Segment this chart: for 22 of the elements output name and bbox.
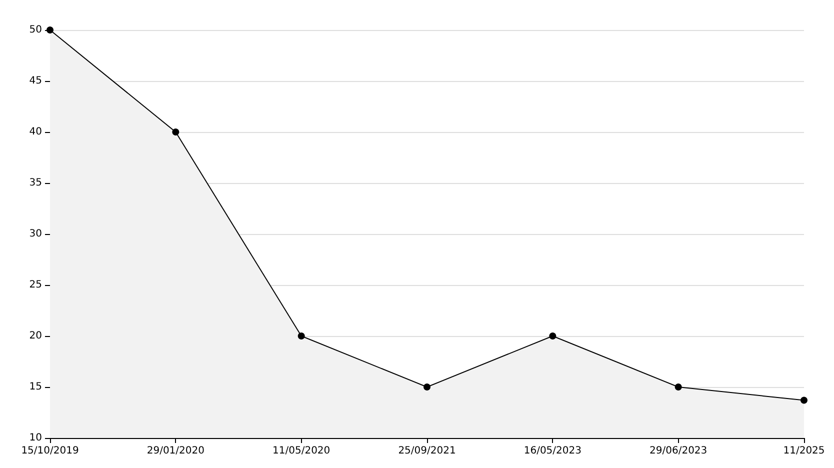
point: [800, 396, 808, 404]
y-tick-label: 30: [29, 228, 42, 240]
x-tick-label: 29/06/2023: [650, 446, 708, 456]
x-tick-label: 25/09/2021: [398, 446, 456, 456]
y-tick-label: 35: [29, 178, 42, 188]
point: [549, 332, 556, 340]
y-tick-label: 50: [29, 24, 42, 36]
point: [674, 384, 682, 390]
y-tick-label: 20: [29, 330, 42, 342]
y-tick-label: 45: [29, 76, 42, 86]
x-tick-label: 11/2025: [783, 446, 825, 456]
x-tick-label: 11/05/2020: [272, 446, 330, 456]
x-tick-label: 29/01/2020: [146, 446, 204, 456]
y-tick-label: 10: [29, 432, 42, 444]
y-tick-label: 25: [29, 280, 42, 290]
y-tick-label: 15: [29, 382, 42, 392]
point: [172, 128, 180, 136]
point: [424, 384, 430, 390]
x-tick-label: 15/10/2019: [21, 446, 79, 456]
x-tick-label: 16/05/2023: [524, 446, 582, 456]
point: [298, 332, 305, 340]
y-tick-label: 40: [29, 126, 42, 138]
